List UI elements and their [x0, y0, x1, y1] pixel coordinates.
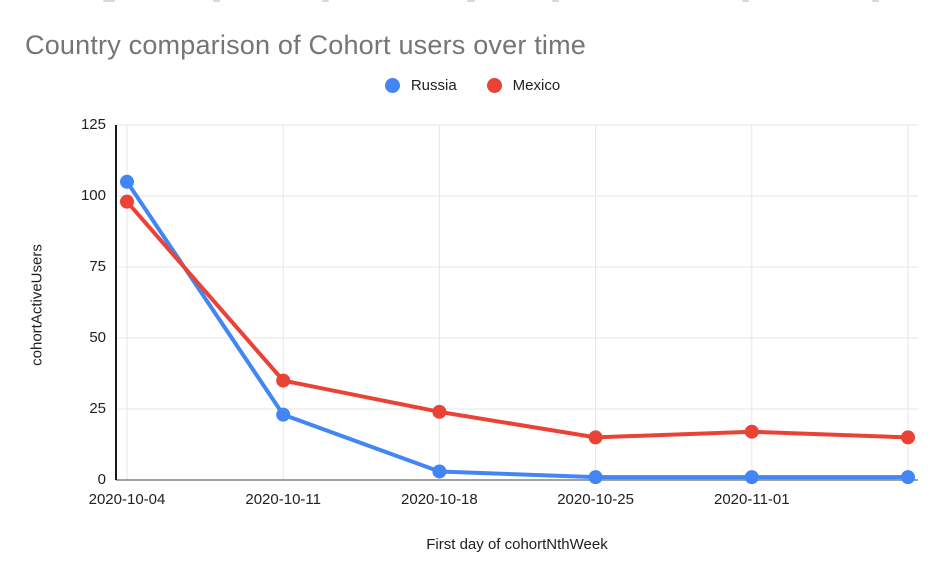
legend-item-mexico: Mexico [486, 76, 561, 94]
data-point-mexico [588, 430, 603, 445]
data-point-russia [901, 470, 915, 485]
data-point-mexico [744, 424, 759, 439]
y-tick-label: 100 [80, 187, 106, 204]
legend-label: Mexico [512, 76, 561, 94]
clipped-text-artifact [213, 0, 220, 2]
y-tick-label: 75 [89, 258, 106, 275]
clipped-text-artifact [872, 0, 879, 2]
clipped-text-artifact [467, 0, 475, 2]
legend-item-russia: Russia [384, 76, 457, 94]
data-point-mexico [901, 430, 915, 445]
x-tick-label: 2020-10-18 [401, 491, 478, 508]
data-point-russia [120, 174, 134, 189]
clipped-text-artifact [742, 0, 749, 2]
y-tick-label: 125 [80, 116, 106, 133]
data-point-russia [276, 407, 291, 422]
x-tick-label: 2020-10-11 [245, 491, 321, 508]
data-point-russia [432, 464, 447, 479]
clipped-text-artifact [552, 0, 559, 2]
legend-label: Russia [410, 76, 457, 94]
x-tick-label: 2020-10-25 [557, 491, 634, 508]
y-tick-label: 25 [89, 400, 106, 417]
x-axis-title: First day of cohortNthWeek [426, 536, 608, 553]
data-point-mexico [276, 373, 291, 388]
chart-title: Country comparison of Cohort users over … [25, 30, 587, 60]
legend-swatch-russia-icon [384, 77, 400, 93]
y-tick-label: 50 [89, 329, 106, 346]
data-point-mexico [120, 194, 134, 209]
data-point-russia [588, 470, 603, 485]
series-line-mexico [125, 199, 910, 440]
x-tick-label: 2020-11-01 [713, 491, 790, 508]
data-point-mexico [432, 404, 447, 419]
legend-swatch-mexico-icon [486, 77, 502, 93]
data-point-russia [744, 470, 759, 485]
y-tick-label: 0 [97, 471, 106, 488]
clipped-text-artifact [322, 0, 329, 2]
clipped-text-artifact [103, 0, 115, 2]
x-tick-label: 2020-10-04 [88, 491, 166, 508]
series-line-russia [125, 179, 910, 480]
y-axis-title: cohortActiveUsers [28, 244, 46, 366]
chart-legend: Russia Mexico [0, 74, 945, 96]
